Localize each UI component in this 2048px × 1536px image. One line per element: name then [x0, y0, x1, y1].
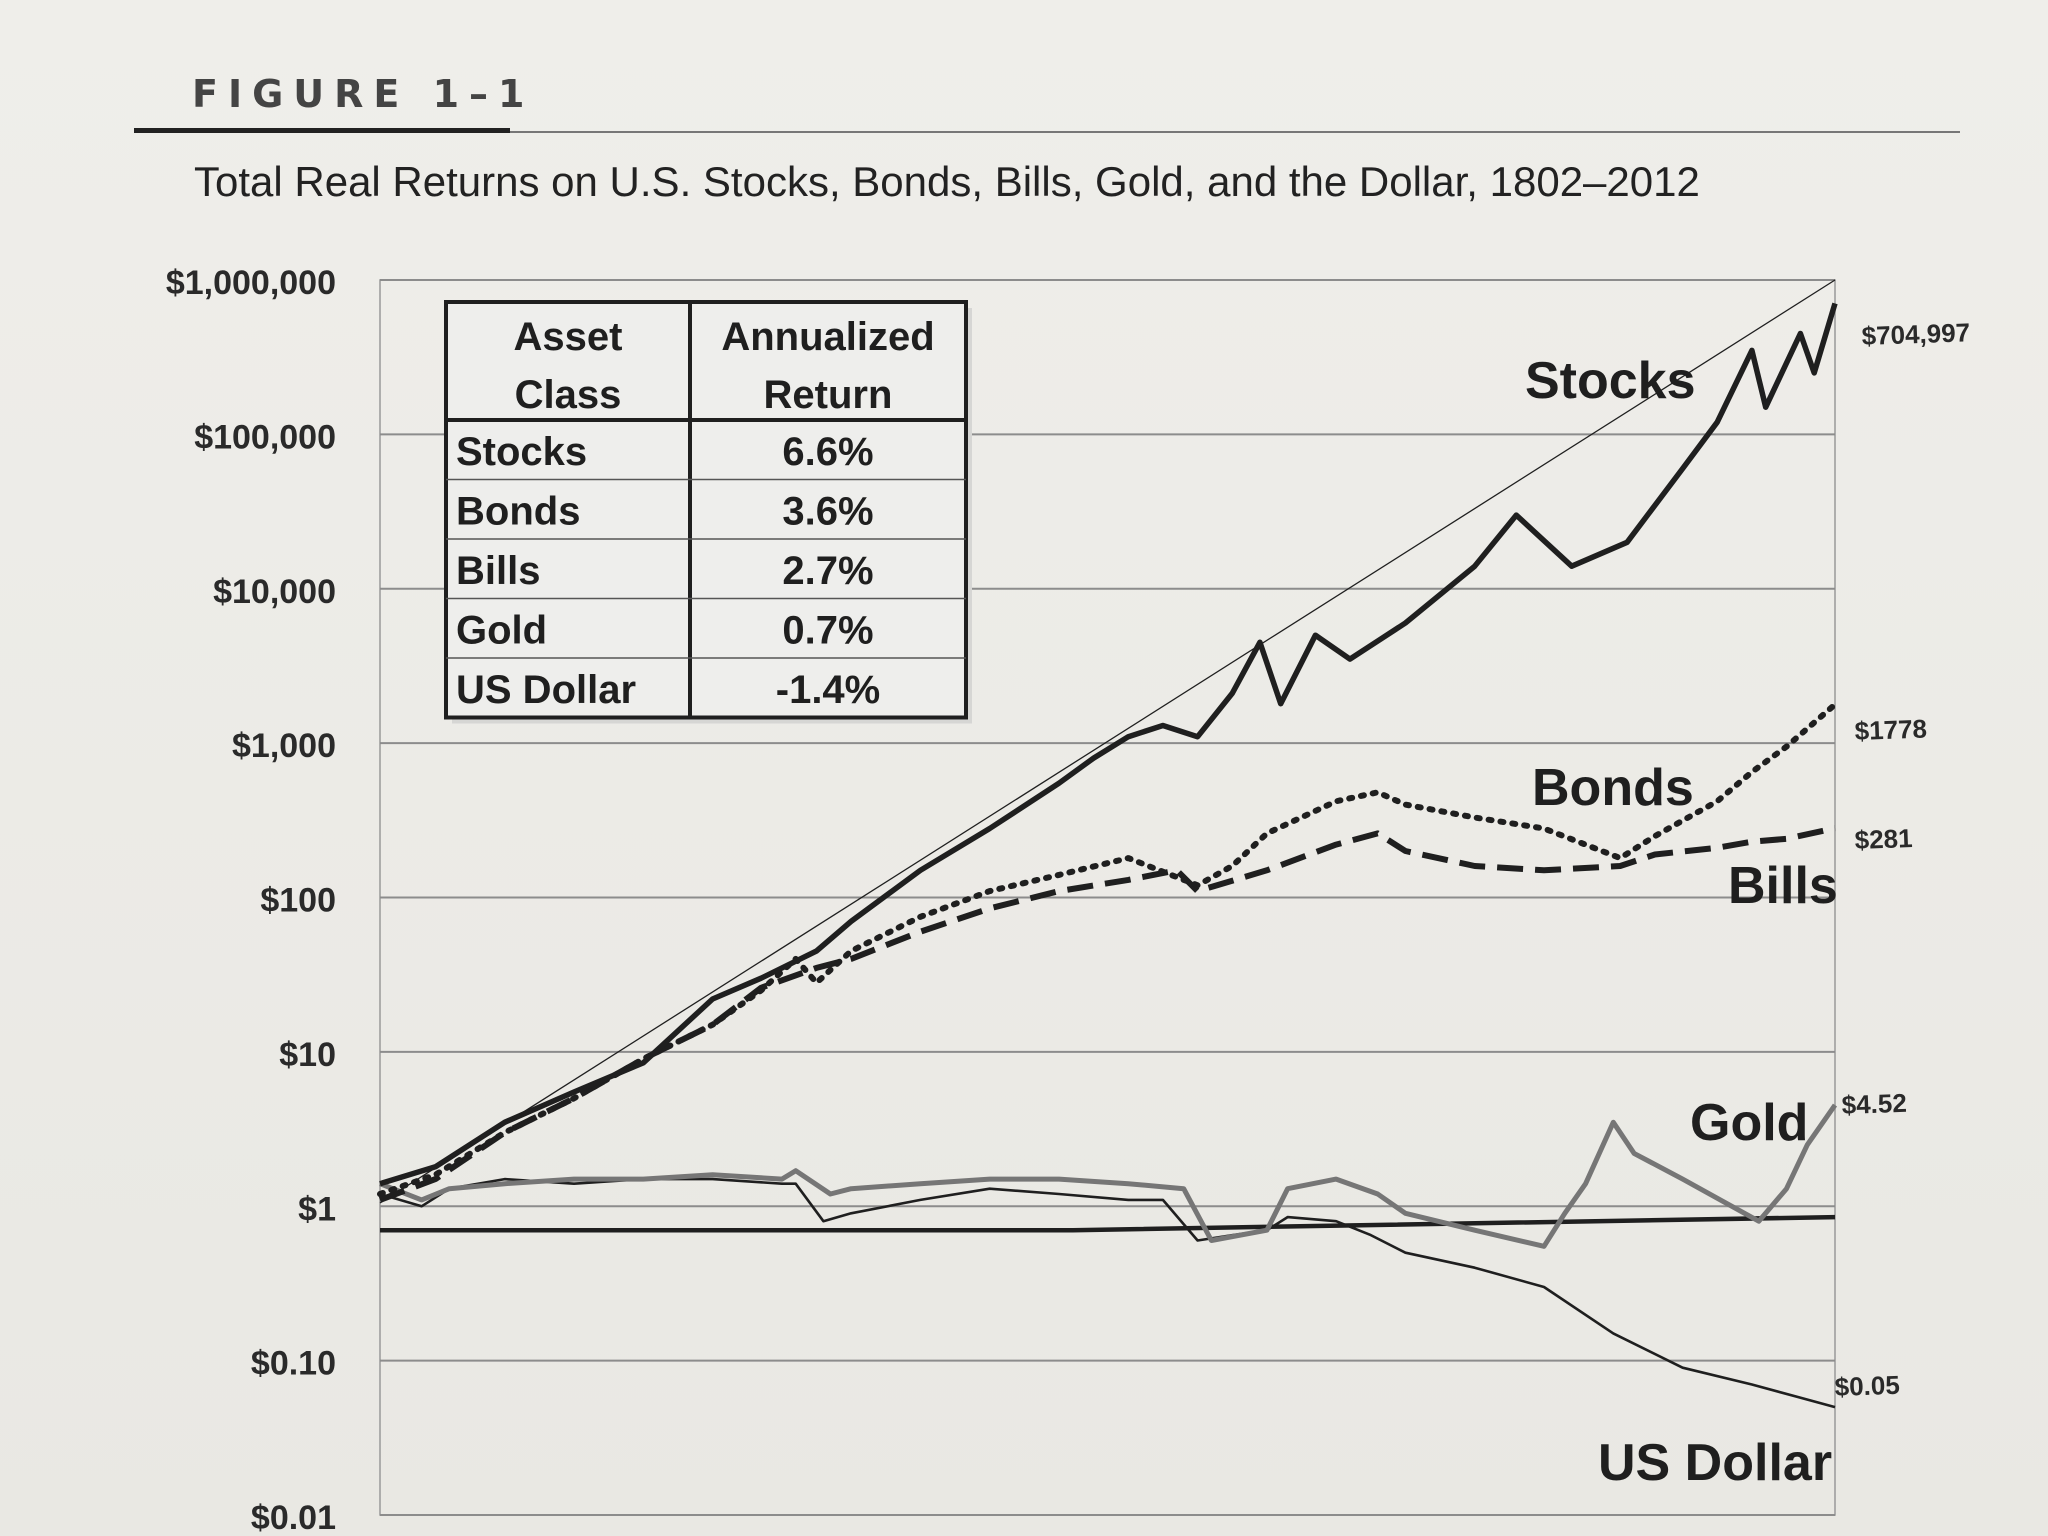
series-label: Bills: [1728, 857, 1838, 915]
table-cell-asset: Stocks: [456, 430, 587, 474]
table-cell-asset: US Dollar: [456, 668, 636, 712]
figure-rule-thin: [510, 131, 1960, 133]
y-tick-label: $0.01: [251, 1499, 336, 1536]
series-line-us-dollar: [379, 1177, 1836, 1409]
table-header-1-line1: Asset: [514, 315, 623, 359]
figure-rule: [134, 128, 510, 133]
figure-label: FIGURE 1–1: [192, 72, 535, 116]
returns-table: [444, 300, 968, 720]
series-end-value: $281: [1854, 823, 1913, 855]
series-line-gold: [379, 1103, 1838, 1249]
y-tick-label: $100,000: [194, 418, 336, 456]
table-header-2-line2: Return: [764, 373, 893, 417]
table-cell-return: -1.4%: [776, 668, 881, 712]
table-header-1-line2: Class: [515, 373, 622, 417]
series-line-bills: [378, 825, 1836, 1203]
table-cell-return: 0.7%: [782, 609, 873, 653]
table-cell-return: 2.7%: [782, 549, 873, 593]
series-line-stocks-trendline: [379, 279, 1836, 1204]
series-label: Stocks: [1525, 352, 1696, 410]
series-end-value: $0.05: [1834, 1370, 1900, 1402]
y-tick-label: $1,000: [232, 727, 336, 765]
series-line-stocks: [379, 302, 1838, 1187]
figure-title: Total Real Returns on U.S. Stocks, Bonds…: [194, 158, 1700, 205]
y-tick-label: $0.10: [251, 1345, 336, 1383]
y-tick-label: $10: [279, 1036, 336, 1074]
table-cell-asset: Gold: [456, 609, 547, 653]
series-end-value: $704,997: [1861, 317, 1970, 351]
series-line-bonds: [377, 701, 1838, 1197]
table-header-2-line1: Annualized: [721, 315, 934, 359]
y-tick-label: $1: [298, 1190, 336, 1228]
y-tick-label: $1,000,000: [166, 264, 336, 302]
y-tick-label: $10,000: [213, 573, 336, 611]
series-end-value: $4.52: [1841, 1088, 1907, 1120]
table-cell-return: 3.6%: [782, 490, 873, 534]
y-tick-label: $100: [260, 882, 336, 920]
series-end-value: $1778: [1854, 713, 1927, 746]
series-label: Bonds: [1532, 759, 1694, 817]
table-cell-asset: Bills: [456, 549, 540, 593]
series-label: Gold: [1690, 1094, 1808, 1152]
table-cell-asset: Bonds: [456, 490, 580, 534]
series-line-trend: [380, 1214, 1836, 1233]
table-cell-return: 6.6%: [782, 430, 873, 474]
series-label: US Dollar: [1598, 1434, 1832, 1492]
